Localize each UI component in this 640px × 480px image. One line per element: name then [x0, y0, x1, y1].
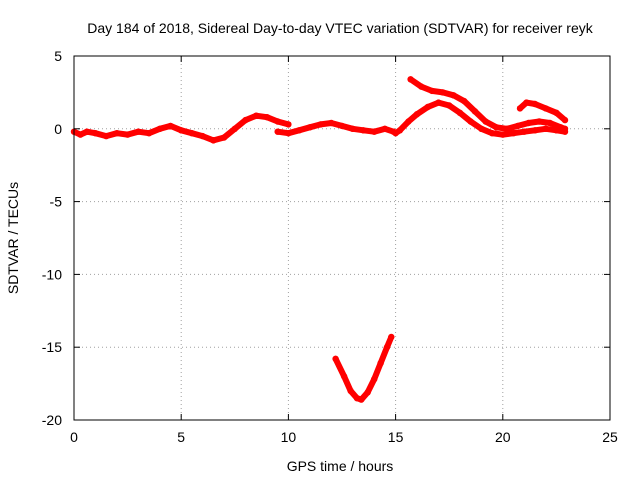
x-tick-label: 25 — [602, 429, 618, 445]
data-point — [514, 122, 521, 130]
data-point — [523, 99, 530, 106]
y-tick-label: -5 — [50, 194, 63, 210]
data-point — [499, 131, 506, 138]
data-point — [561, 116, 569, 124]
x-tick-label: 15 — [388, 429, 404, 445]
data-point — [467, 118, 474, 125]
data-point — [516, 105, 524, 112]
data-point — [338, 122, 346, 130]
data-point — [167, 122, 174, 130]
y-tick-label: 5 — [54, 48, 62, 64]
data-point — [103, 132, 110, 140]
data-point — [405, 118, 412, 125]
data-point — [371, 376, 378, 383]
data-point — [274, 128, 281, 135]
data-point — [77, 131, 84, 138]
data-point — [424, 103, 431, 111]
data-point — [396, 127, 404, 134]
data-point — [317, 121, 324, 128]
data-point — [145, 130, 153, 137]
data-point — [418, 83, 425, 90]
data-point — [83, 128, 91, 135]
data-point — [542, 125, 549, 132]
data-point — [446, 102, 453, 109]
x-axis-label: GPS time / hours — [287, 458, 394, 474]
y-tick-label: -15 — [42, 339, 62, 355]
data-point — [439, 89, 446, 96]
data-point — [178, 127, 185, 134]
data-point — [521, 128, 528, 135]
series-track-d — [407, 76, 568, 132]
data-point — [360, 127, 367, 134]
data-point — [220, 134, 228, 141]
data-point — [407, 76, 414, 83]
data-point — [461, 97, 468, 105]
axes: 0 5 10 15 20 25 5 0 -5 -10 -15 -20 — [42, 48, 618, 445]
data-point — [92, 130, 99, 137]
data-point — [381, 125, 389, 132]
data-point — [435, 99, 442, 106]
data-point — [471, 108, 479, 115]
x-tick-label: 0 — [70, 429, 78, 445]
data-point — [253, 112, 260, 119]
data-point — [274, 118, 281, 125]
data-point — [428, 87, 436, 95]
data-point — [542, 105, 549, 112]
data-point — [242, 116, 249, 124]
data-point — [210, 137, 217, 144]
data-point — [285, 130, 292, 137]
plot-frame — [73, 55, 611, 421]
x-tick-label: 5 — [177, 429, 185, 445]
data-point — [347, 387, 354, 395]
data-point — [371, 128, 378, 135]
data-point — [135, 128, 142, 135]
data-point — [349, 125, 356, 132]
data-point — [493, 124, 500, 131]
data-point — [156, 125, 163, 132]
data-point — [531, 127, 539, 134]
data-point — [546, 119, 554, 127]
chart-title: Day 184 of 2018, Sidereal Day-to-day VTE… — [87, 20, 593, 36]
data-point — [358, 396, 365, 403]
data-point — [306, 124, 313, 131]
data-point — [450, 92, 457, 99]
x-tick-label: 10 — [281, 429, 297, 445]
data-point — [383, 344, 391, 351]
y-tick-label: 0 — [54, 121, 62, 137]
data-point — [413, 111, 421, 118]
data-point — [456, 109, 464, 117]
data-point — [482, 118, 489, 125]
data-point — [377, 360, 384, 367]
data-point — [295, 127, 303, 134]
data-point — [364, 389, 371, 396]
series-track-f — [332, 334, 395, 403]
data-series — [70, 76, 569, 403]
y-tick-label: -10 — [42, 266, 62, 282]
y-tick-label: -20 — [42, 412, 62, 428]
data-point — [503, 125, 511, 132]
data-point — [388, 333, 395, 341]
y-axis-label: SDTVAR / TECUs — [5, 182, 21, 294]
data-point — [561, 125, 569, 132]
series-track-a — [71, 112, 292, 144]
data-point — [263, 114, 271, 121]
data-point — [113, 130, 121, 137]
data-point — [478, 125, 485, 132]
data-point — [199, 132, 206, 140]
data-point — [285, 121, 292, 128]
data-point — [531, 100, 539, 108]
data-point — [332, 355, 339, 362]
data-point — [340, 373, 348, 380]
data-point — [488, 130, 496, 137]
data-point — [328, 119, 335, 127]
data-point — [510, 130, 517, 137]
data-point — [525, 119, 532, 127]
x-tick-label: 20 — [495, 429, 511, 445]
data-point — [536, 118, 543, 125]
data-point — [553, 109, 560, 117]
data-point — [188, 130, 196, 137]
data-point — [231, 125, 238, 132]
data-point — [124, 131, 131, 138]
